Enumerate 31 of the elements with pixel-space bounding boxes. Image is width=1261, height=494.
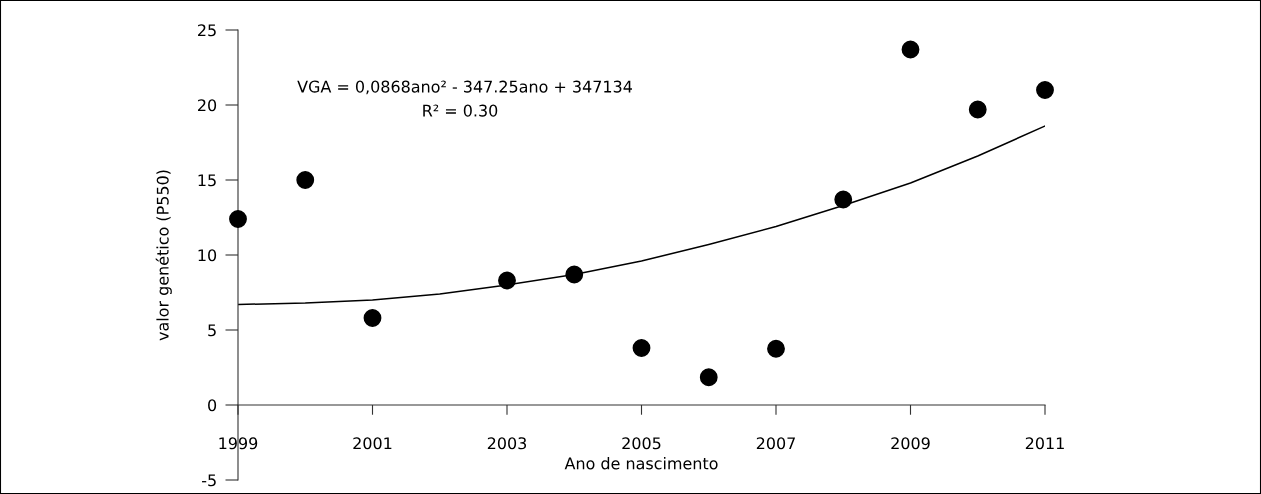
y-axis-title: valor genético (P550)	[155, 170, 172, 341]
y-tick-label: 15	[198, 174, 216, 187]
point	[901, 40, 920, 59]
x-tick-label: 2009	[891, 437, 930, 450]
x-axis-title: Ano de nascimento	[564, 457, 718, 470]
point	[296, 171, 315, 189]
point	[1036, 81, 1054, 99]
point	[834, 190, 853, 209]
x-tick-label: 1999	[219, 437, 258, 450]
point	[565, 265, 584, 284]
point	[767, 339, 785, 358]
point	[498, 271, 516, 290]
x-tick-label: 2007	[756, 437, 795, 450]
x-tick-label: 2011	[1025, 437, 1064, 450]
annotation: R² = 0.30	[423, 104, 498, 117]
point	[363, 309, 382, 327]
point	[699, 368, 718, 387]
x-tick-label: 2005	[622, 437, 661, 450]
y-tick-label: -5	[202, 474, 216, 487]
x-tick-label: 2003	[487, 437, 527, 450]
y-tick-label: 10	[198, 249, 217, 262]
point	[229, 210, 247, 228]
y-tick-label: 20	[198, 99, 217, 112]
point	[632, 339, 651, 357]
y-tick-label: 5	[208, 324, 216, 337]
y-tick-label: 25	[198, 24, 216, 37]
line-series	[238, 125, 1045, 306]
x-tick-label: 2001	[353, 437, 392, 450]
annotation: VGA = 0,0868ano² - 347.25ano + 347134	[297, 80, 632, 95]
point	[968, 100, 987, 119]
y-tick-label: 0	[208, 399, 217, 412]
